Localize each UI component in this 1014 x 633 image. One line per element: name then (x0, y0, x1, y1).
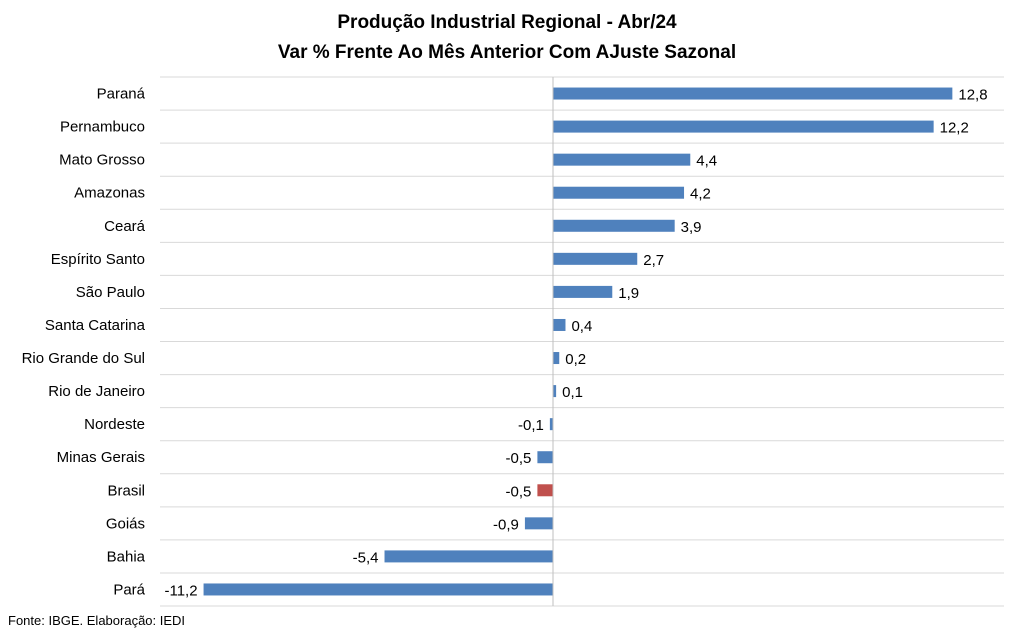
category-label: Mato Grosso (59, 152, 145, 169)
category-label: Paraná (97, 86, 146, 103)
bar (537, 451, 553, 464)
category-label: Rio de Janeiro (48, 383, 145, 400)
data-label: -11,2 (164, 582, 197, 599)
bar (553, 385, 557, 398)
bar (553, 252, 638, 265)
bar (553, 153, 691, 166)
bar (384, 550, 553, 563)
data-label: 4,2 (690, 186, 711, 203)
data-label: 1,9 (618, 285, 639, 302)
data-label: 0,1 (562, 384, 583, 401)
bar (553, 285, 613, 298)
category-label: Bahia (107, 548, 146, 565)
category-label: São Paulo (76, 284, 145, 301)
data-label: 0,2 (565, 351, 586, 368)
chart-subtitle: Var % Frente Ao Mês Anterior Com AJuste … (277, 42, 737, 63)
data-label: -0,1 (518, 417, 544, 434)
bar (524, 517, 553, 530)
category-label: Santa Catarina (45, 317, 146, 334)
category-label: Rio Grande do Sul (22, 350, 145, 367)
data-label: -0,9 (493, 516, 519, 533)
bar (553, 186, 685, 199)
bar (553, 120, 934, 133)
data-label: 4,4 (696, 153, 717, 170)
category-label: Pernambuco (60, 119, 145, 136)
category-label: Brasil (107, 482, 145, 499)
bar (553, 318, 566, 331)
category-label: Nordeste (84, 416, 145, 433)
data-label: 12,8 (958, 87, 987, 104)
bar (549, 418, 553, 431)
bar (537, 484, 553, 497)
data-label: 3,9 (681, 219, 702, 236)
data-label: -0,5 (506, 450, 532, 467)
data-label: -5,4 (353, 549, 379, 566)
bar (553, 87, 953, 100)
category-label: Amazonas (74, 185, 145, 202)
data-label: 2,7 (643, 252, 664, 269)
category-label: Minas Gerais (57, 449, 145, 466)
category-label: Espírito Santo (51, 251, 145, 268)
chart-title: Produção Industrial Regional - Abr/24 (337, 12, 677, 33)
category-label: Ceará (104, 218, 146, 235)
data-label: 12,2 (940, 120, 969, 137)
category-label: Goiás (106, 515, 145, 532)
bar (553, 352, 560, 365)
source-note: Fonte: IBGE. Elaboração: IEDI (8, 613, 186, 628)
data-label: -0,5 (506, 483, 532, 500)
bar (203, 583, 553, 596)
data-label: 0,4 (571, 318, 592, 335)
category-label: Pará (113, 581, 145, 598)
bar (553, 219, 675, 232)
